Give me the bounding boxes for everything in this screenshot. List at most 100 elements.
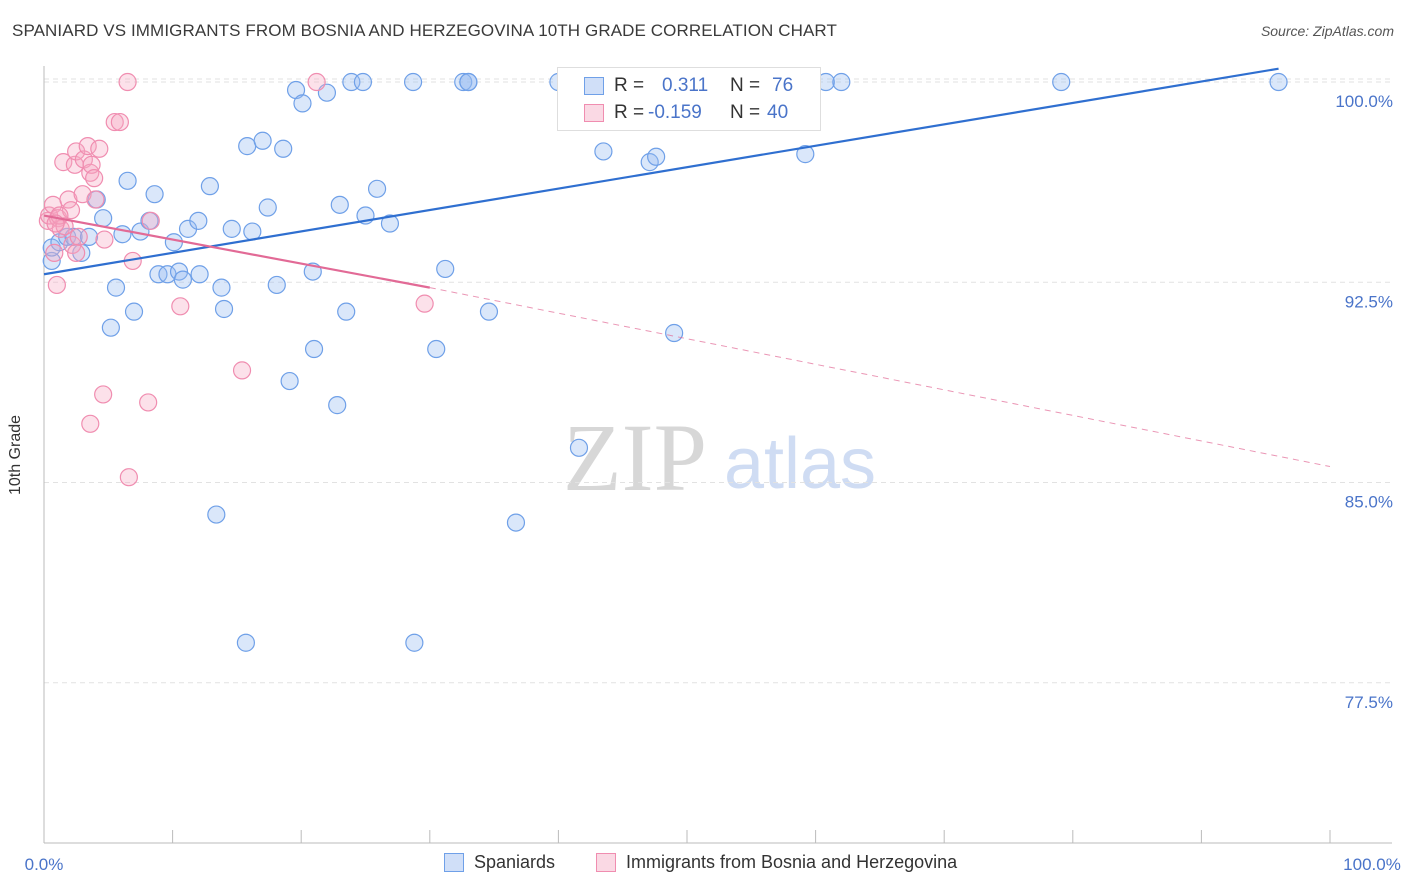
bosnia-point	[61, 201, 81, 220]
bosnia-point	[85, 169, 104, 188]
spaniards-point	[267, 275, 286, 295]
legend-item-spaniards: Spaniards	[444, 852, 555, 873]
bosnia-point	[141, 211, 160, 230]
spaniards-point	[101, 318, 120, 337]
bosnia-point	[90, 139, 109, 158]
spaniards-point	[124, 302, 144, 321]
spaniards-point	[236, 633, 256, 652]
bosnia-point	[78, 137, 97, 156]
legend-swatch-bosnia	[596, 853, 616, 872]
spaniards-point	[207, 505, 226, 524]
spaniards-point	[594, 142, 613, 161]
bosnia-point	[232, 361, 252, 380]
bosnia-point	[59, 190, 78, 209]
bosnia-point	[69, 227, 88, 246]
legend-label-bosnia: Immigrants from Bosnia and Herzegovina	[626, 852, 958, 872]
spaniards-point	[436, 259, 455, 279]
spaniards-point	[380, 214, 400, 233]
bosnia-point	[47, 275, 66, 295]
bosnia-point	[54, 153, 73, 172]
spaniards-point	[427, 339, 446, 359]
y-tick-label: 92.5%	[1345, 292, 1393, 311]
spaniards-point	[796, 145, 815, 164]
spaniards-point	[367, 179, 387, 198]
bosnia-trend-extension	[429, 287, 1331, 468]
bosnia-point	[105, 112, 124, 132]
spaniards-point	[506, 513, 526, 532]
spaniards-point	[118, 171, 137, 190]
spaniards-point	[173, 270, 192, 289]
r-value: 0.311	[662, 75, 709, 96]
spaniards-point	[145, 185, 164, 204]
spaniards-point	[164, 233, 183, 252]
bosnia-point	[67, 243, 86, 263]
bosnia-point	[110, 112, 129, 132]
legend-item-bosnia: Immigrants from Bosnia and Herzegovina	[596, 852, 957, 873]
n-label: N =	[730, 102, 761, 123]
spaniards-trend-line	[43, 67, 1279, 276]
spaniards-point	[280, 371, 299, 391]
spaniards-point	[405, 633, 424, 652]
bosnia-point	[95, 230, 114, 249]
spaniards-point	[330, 195, 349, 214]
spaniards-point	[258, 198, 277, 217]
y-tick-label: 85.0%	[1345, 493, 1393, 512]
spaniards-point	[569, 438, 589, 457]
bosnia-point	[86, 190, 105, 209]
spaniards-point	[665, 323, 684, 343]
legend-swatch-bosnia	[584, 104, 604, 122]
bosnia-point	[118, 72, 137, 92]
spaniards-point	[1269, 72, 1288, 92]
y-tick-label: 100.0%	[1335, 92, 1393, 111]
correlation-legend: R = 0.311 N = 76 R = -0.159 N = 40	[557, 67, 821, 131]
n-value: 40	[767, 102, 789, 123]
spaniards-point	[212, 278, 231, 297]
x-tick-label: 100.0%	[1343, 855, 1401, 874]
spaniards-point	[222, 219, 241, 238]
spaniards-point	[253, 131, 272, 150]
bosnia-point	[119, 468, 138, 487]
r-value: -0.159	[648, 102, 702, 123]
legend-swatch-spaniards	[444, 853, 464, 872]
spaniards-point	[337, 302, 356, 321]
x-tick-label: 0.0%	[25, 855, 64, 874]
watermark-zip: ZIP	[563, 404, 707, 511]
spaniards-point	[106, 278, 126, 297]
spaniards-point	[304, 339, 324, 359]
spaniards-point	[238, 137, 257, 156]
source-credit: Source: ZipAtlas.com	[1260, 23, 1394, 39]
spaniards-point	[479, 302, 499, 321]
bosnia-point	[45, 243, 64, 263]
spaniards-point	[293, 94, 312, 113]
bosnia-point	[94, 385, 113, 404]
spaniards-point	[454, 72, 473, 92]
legend-label-spaniards: Spaniards	[474, 852, 556, 872]
bosnia-point	[171, 297, 190, 316]
r-label: R =	[614, 75, 645, 96]
spaniards-point	[459, 72, 478, 92]
spaniards-point	[189, 211, 208, 230]
spaniards-point	[328, 396, 347, 415]
bosnia-point	[139, 393, 158, 412]
bosnia-point	[415, 294, 434, 313]
bosnia-point	[82, 155, 101, 174]
bosnia-point	[81, 414, 100, 433]
y-tick-label: 77.5%	[1345, 693, 1393, 712]
spaniards-point	[403, 72, 423, 92]
r-label: R =	[614, 102, 645, 123]
bosnia-trend-line	[43, 214, 431, 289]
spaniards-point	[274, 139, 293, 158]
spaniards-point	[1052, 72, 1071, 92]
spaniards-point	[832, 72, 851, 92]
watermark-atlas: atlas	[724, 424, 876, 504]
spaniards-point	[94, 209, 113, 228]
legend-swatch-spaniards	[584, 77, 604, 95]
series-legend: Spaniards Immigrants from Bosnia and Her…	[0, 852, 1406, 878]
spaniards-point	[353, 72, 373, 92]
bosnia-point	[307, 72, 326, 92]
spaniards-point	[214, 299, 234, 319]
n-label: N =	[730, 75, 761, 96]
spaniards-point	[190, 265, 209, 284]
spaniards-point	[647, 147, 666, 166]
